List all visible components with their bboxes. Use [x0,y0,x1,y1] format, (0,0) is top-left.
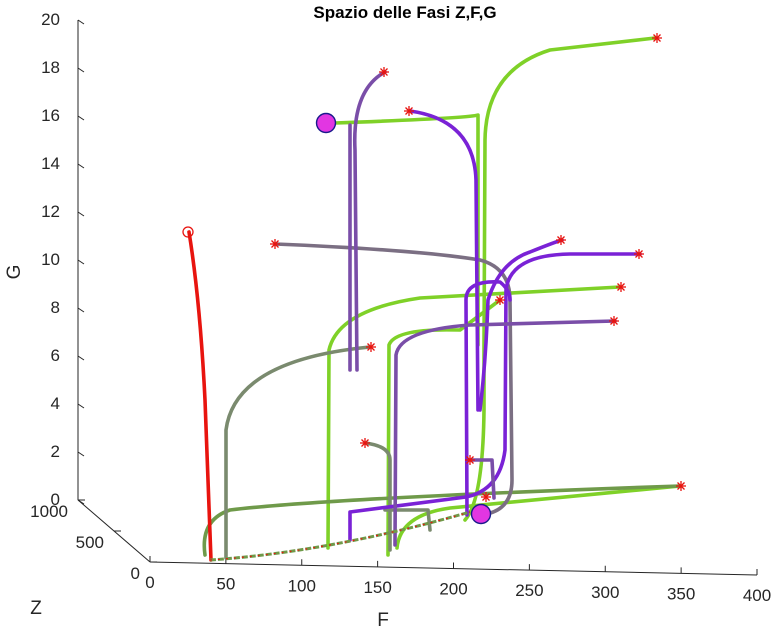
f-tick-label: 200 [439,580,467,599]
start-asterisk-marker [366,342,376,352]
start-asterisk-marker [360,438,370,448]
g-tick-label: 14 [41,154,60,173]
start-asterisk-marker [652,33,662,43]
trajectory-line [209,510,471,562]
chart-title: Spazio delle Fasi Z,F,G [313,3,496,22]
g-tick-mark [77,163,85,169]
g-tick-mark [77,499,85,505]
start-asterisk-marker [379,67,389,77]
z-tick-label: 1000 [30,502,68,521]
g-tick-mark [77,403,85,409]
trajectory-line [273,242,514,517]
f-tick-label: 150 [363,578,391,597]
trajectory-line [395,484,682,550]
initial-point-circle [182,226,194,238]
start-asterisk-marker [609,316,619,326]
trajectory-line [209,511,471,561]
start-asterisk-marker [616,282,626,292]
trajectory-line [363,441,392,552]
equilibrium-point [470,503,492,525]
f-tick-label: 300 [591,583,619,602]
equilibrium-point [315,112,337,134]
f-tick-label: 400 [743,586,771,605]
g-tick-mark [77,451,85,457]
z-axis-ticks: 0 500 1000 [30,499,157,583]
f-tick-label: 50 [216,575,235,594]
g-tick-label: 6 [51,346,60,365]
start-asterisk-marker [556,235,566,245]
g-tick-mark [77,355,85,361]
g-tick-label: 18 [41,58,60,77]
trajectory-line [464,280,512,517]
g-tick-label: 0 [51,490,60,509]
trajectory-line [478,238,564,412]
g-tick-label: 12 [41,202,60,221]
g-tick-mark [77,115,85,121]
trajectory-line [393,319,617,547]
g-tick-label: 20 [41,10,60,29]
f-tick-label: 0 [145,573,154,592]
g-tick-mark [77,211,85,217]
f-tick-label: 250 [515,581,543,600]
z-axis-label: Z [30,598,42,619]
f-tick-label: 100 [288,576,316,595]
trajectory-line [386,298,502,557]
g-tick-label: 10 [41,250,60,269]
f-tick-label: 350 [667,584,695,603]
g-tick-label: 2 [51,442,60,461]
g-axis-label: G [4,265,25,280]
trajectory-line [187,230,213,562]
markers [182,33,686,525]
trajectory-line [352,70,387,372]
z-tick-label: 0 [131,564,140,583]
f-axis-ticks: 0 50 100 150 200 250 300 350 400 [145,556,771,605]
start-asterisk-marker [270,239,280,249]
trajectory-line [333,113,480,347]
f-axis-label: F [377,610,389,629]
start-asterisk-marker [404,106,414,116]
start-asterisk-marker [634,249,644,259]
g-tick-mark [77,259,85,265]
trajectory-line [463,36,657,522]
trajectory-line [468,458,496,500]
g-tick-mark [77,67,85,73]
g-tick-label: 4 [51,394,60,413]
g-tick-mark [77,307,85,313]
g-tick-label: 16 [41,106,60,125]
trajectory-line [383,508,432,532]
start-asterisk-marker [495,295,505,305]
trajectory-line [408,109,480,412]
start-asterisk-marker [481,492,491,502]
trajectory-line [348,252,642,542]
start-asterisk-marker [465,455,475,465]
trajectory-line [224,345,372,560]
z-tick-label: 500 [76,533,104,552]
trajectories [187,36,682,562]
start-asterisk-marker [676,481,686,491]
g-axis-ticks: 0 2 4 6 8 10 12 14 16 18 20 [41,10,85,509]
g-tick-mark [77,19,85,25]
g-tick-label: 8 [51,298,60,317]
